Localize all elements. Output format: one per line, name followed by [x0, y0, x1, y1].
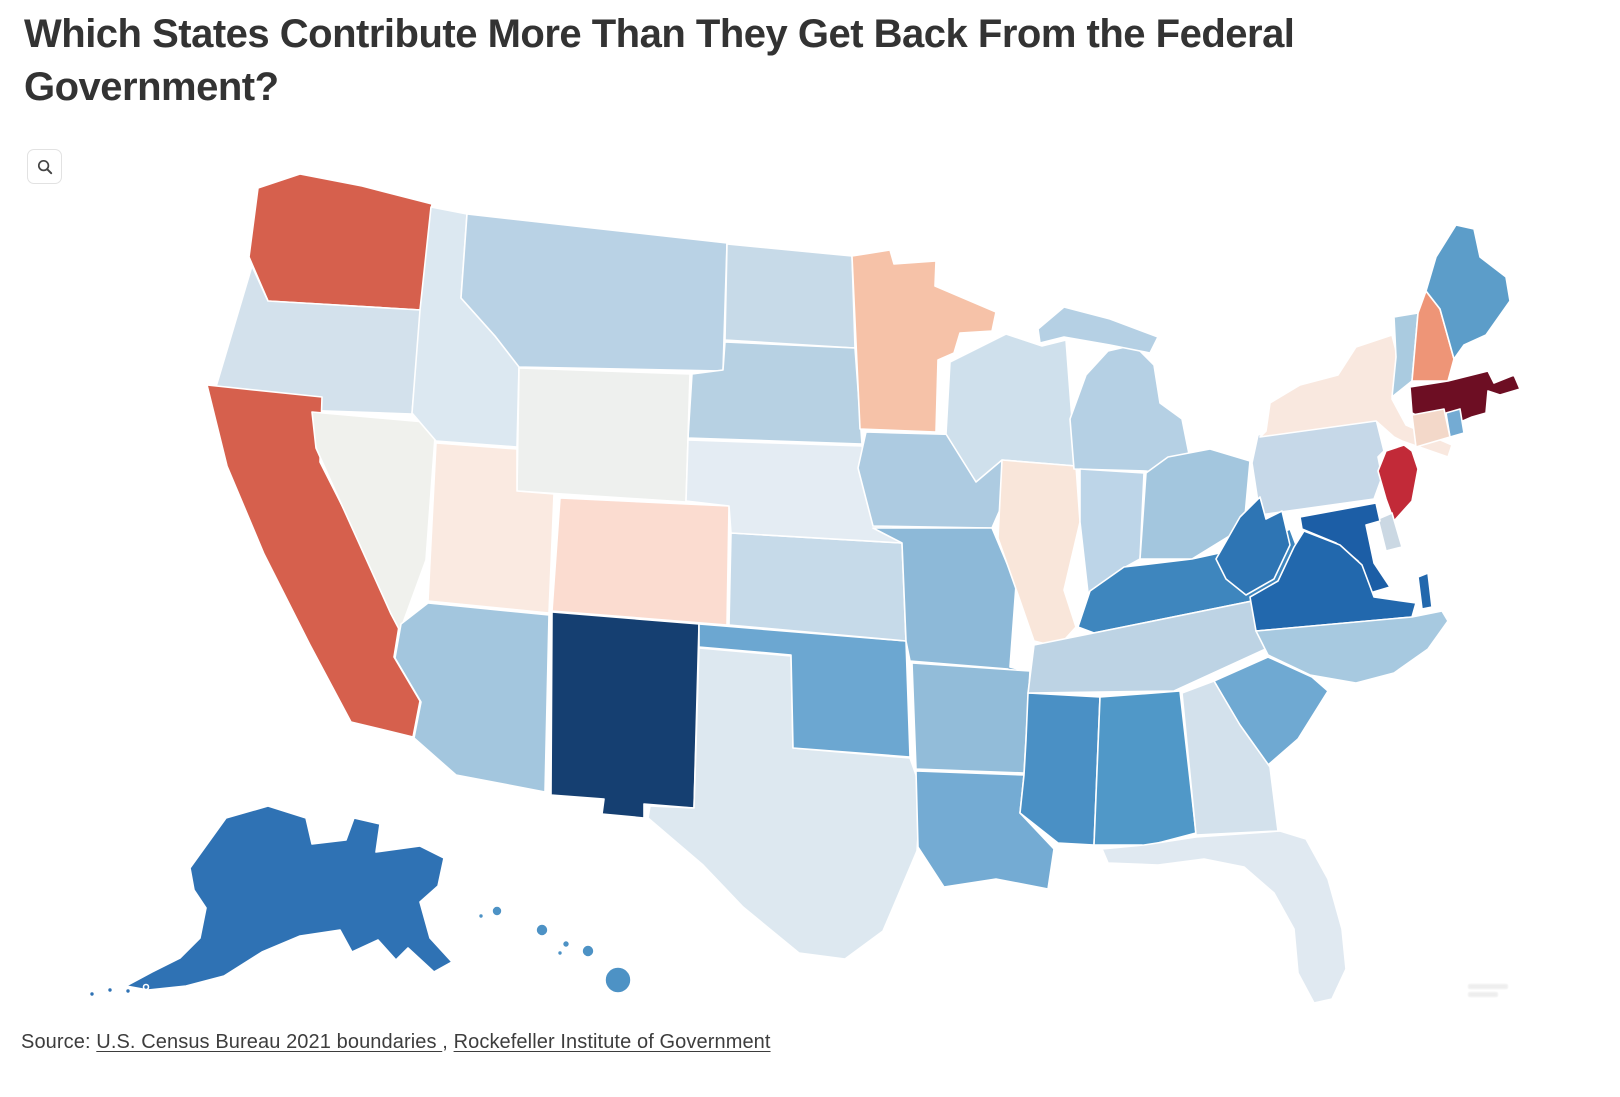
source-prefix: Source: [21, 1031, 97, 1053]
state-north-carolina[interactable] [1255, 610, 1449, 684]
state-delaware[interactable] [1377, 512, 1403, 552]
state-wyoming[interactable] [516, 367, 691, 503]
state-washington[interactable] [248, 173, 433, 311]
state-mississippi[interactable] [1019, 692, 1101, 846]
map-watermark [1468, 984, 1508, 997]
state-alaska[interactable] [88, 805, 453, 998]
state-west-virginia[interactable] [1215, 496, 1291, 596]
state-arizona[interactable] [394, 602, 550, 793]
state-north-dakota[interactable] [724, 243, 856, 349]
state-connecticut[interactable] [1411, 408, 1451, 448]
state-florida[interactable] [1101, 830, 1347, 1004]
magnifier-icon [37, 159, 53, 175]
state-vermont[interactable] [1391, 312, 1419, 398]
page-title: Which States Contribute More Than They G… [24, 12, 1295, 110]
source-link-rockefeller[interactable]: Rockefeller Institute of Government [453, 1031, 771, 1053]
state-utah[interactable] [427, 442, 555, 614]
source-attribution: Source: U.S. Census Bureau 2021 boundari… [21, 1031, 771, 1054]
states-layer [88, 173, 1521, 1004]
source-separator: , [442, 1031, 454, 1053]
map-zoom-button[interactable] [27, 149, 62, 184]
state-maine[interactable] [1425, 224, 1511, 360]
state-illinois[interactable] [997, 459, 1081, 648]
state-wisconsin[interactable] [945, 333, 1077, 483]
state-new-mexico[interactable] [550, 611, 700, 819]
state-kansas[interactable] [728, 532, 907, 642]
state-minnesota[interactable] [851, 249, 997, 433]
source-link-census[interactable]: U.S. Census Bureau 2021 boundaries [96, 1031, 443, 1053]
state-alabama[interactable] [1093, 690, 1197, 860]
state-ohio[interactable] [1139, 448, 1251, 560]
state-montana[interactable] [460, 213, 728, 372]
state-tennessee[interactable] [1027, 594, 1297, 694]
state-new-jersey[interactable] [1377, 444, 1419, 522]
state-arkansas[interactable] [911, 662, 1031, 774]
state-colorado[interactable] [551, 497, 730, 626]
state-hawaii[interactable] [477, 905, 632, 994]
state-virginia-eastern-shore [1417, 572, 1433, 610]
state-georgia[interactable] [1181, 680, 1279, 836]
state-new-york[interactable] [1259, 334, 1453, 458]
